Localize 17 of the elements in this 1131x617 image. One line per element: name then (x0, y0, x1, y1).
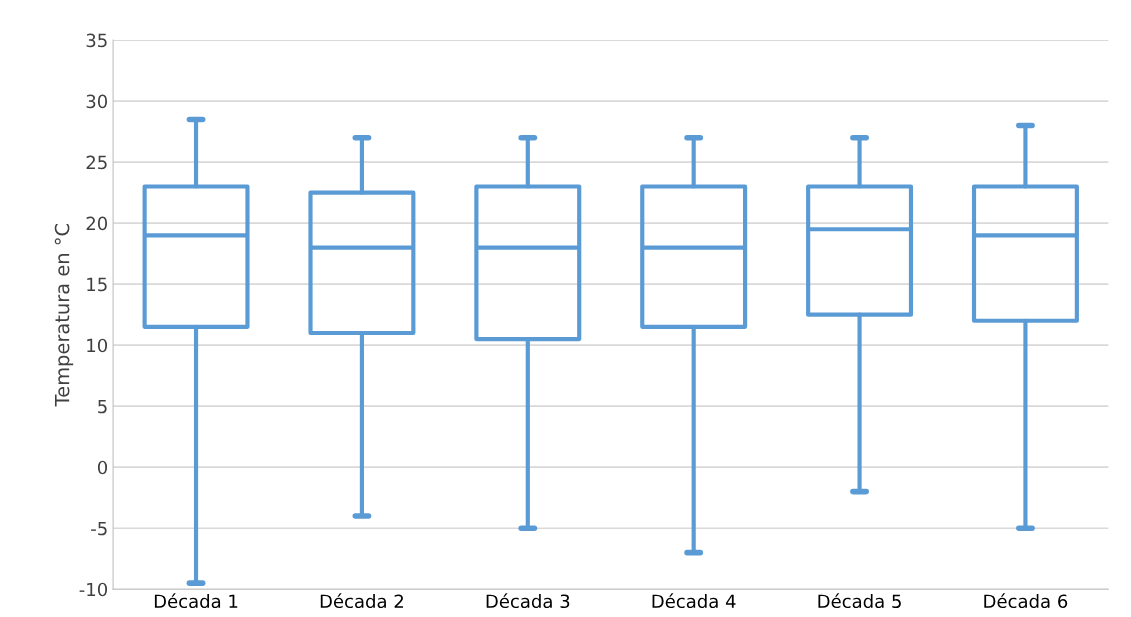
x-tick-label: Década 4 (652, 593, 736, 609)
x-tick-label: Década 6 (984, 593, 1068, 609)
y-tick-label: -10 (79, 582, 108, 597)
y-axis-title: Temperatura en °C (54, 223, 74, 407)
y-tick-label: -5 (91, 521, 107, 536)
y-tick-label: 25 (86, 155, 107, 170)
y-tick-label: 30 (86, 94, 108, 109)
y-tick-label: 35 (86, 33, 107, 48)
y-tick-label: 15 (87, 277, 107, 292)
y-tick-label: 20 (86, 216, 108, 231)
x-tick-label: Década 2 (320, 593, 403, 609)
y-tick-label: 5 (98, 399, 107, 414)
x-tick-label: Década 3 (486, 593, 570, 609)
y-tick-label: 0 (97, 460, 108, 475)
x-tick-label: Década 5 (818, 593, 901, 609)
y-tick-label: 10 (87, 338, 108, 353)
x-tick-label: Década 1 (154, 593, 238, 609)
